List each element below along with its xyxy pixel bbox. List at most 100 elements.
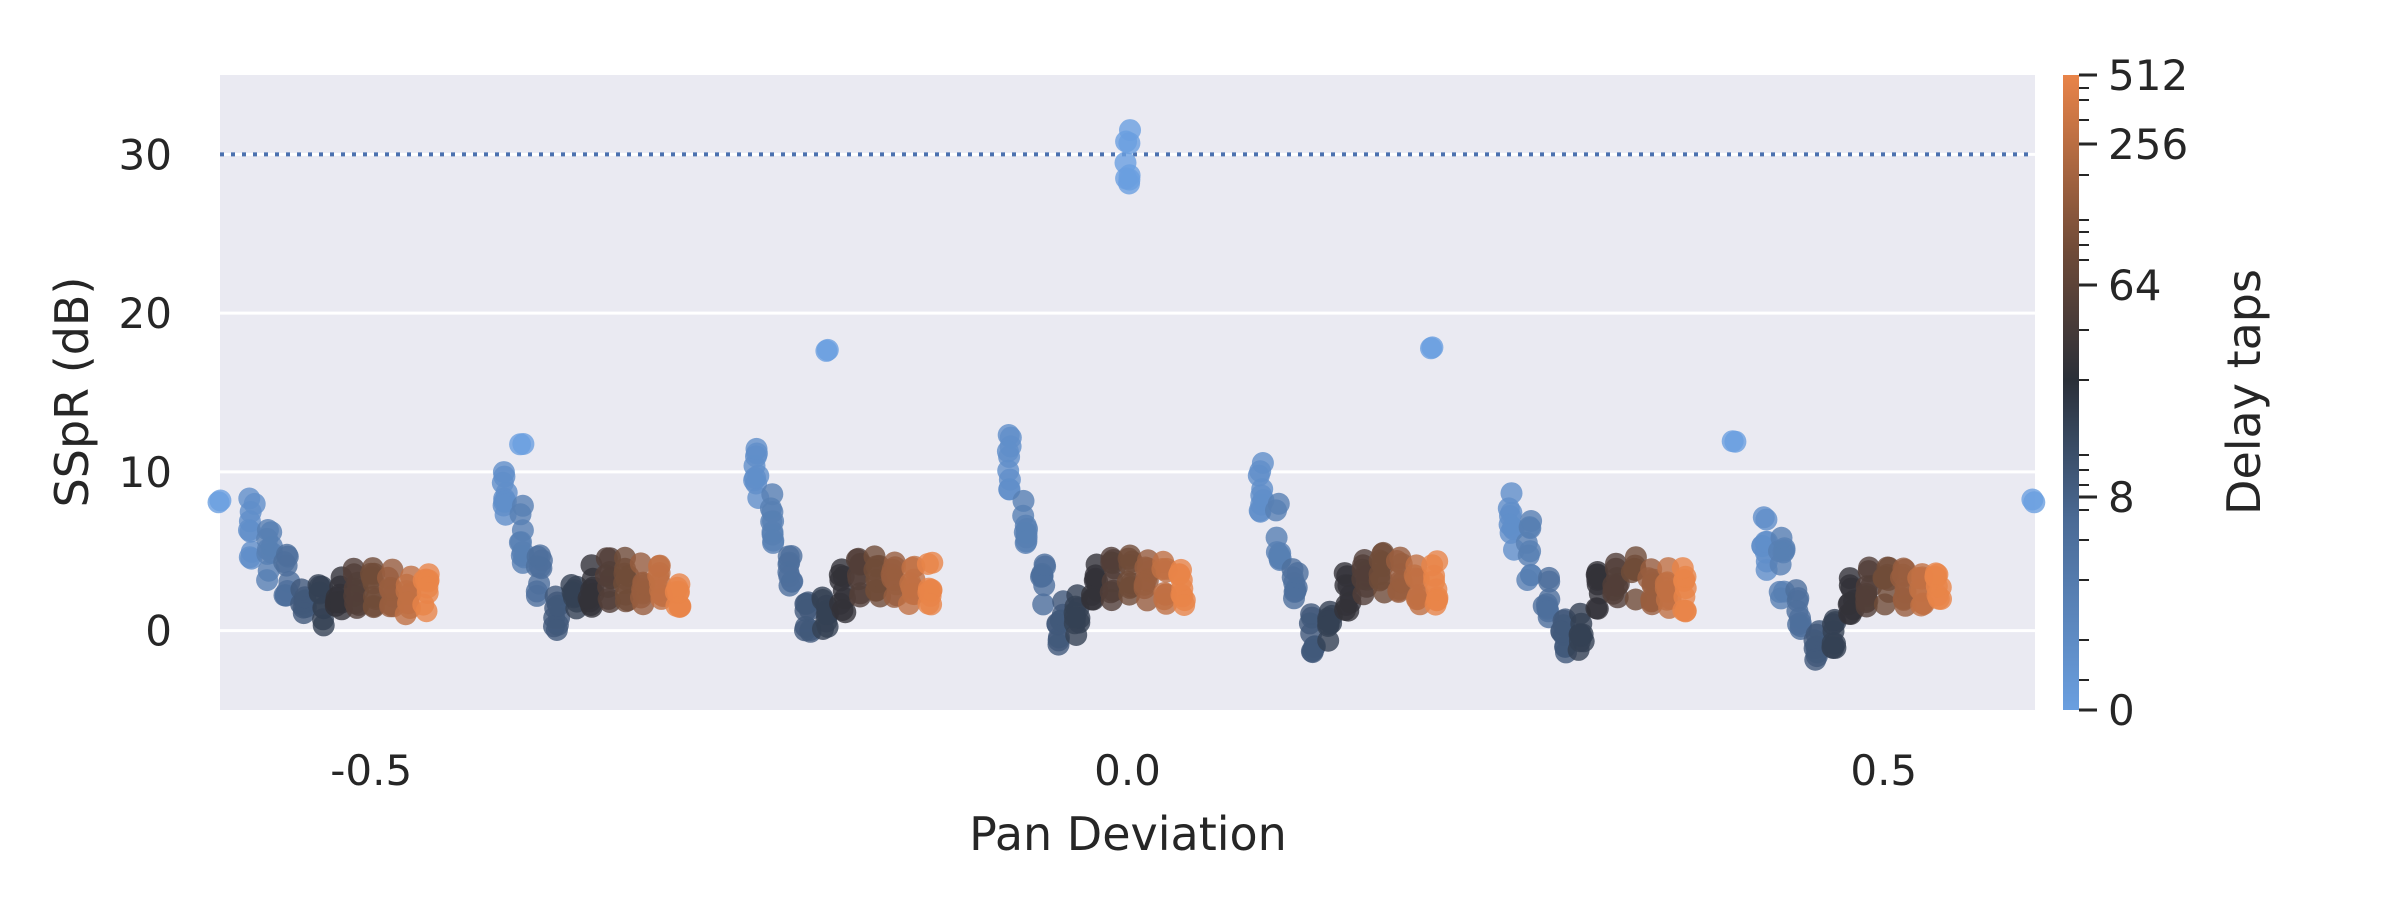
data-point — [847, 547, 870, 570]
data-point — [1286, 562, 1309, 584]
data-point — [307, 574, 330, 597]
data-point — [1568, 623, 1591, 646]
data-point — [511, 519, 534, 542]
x-tick-label: -0.5 — [330, 746, 412, 795]
data-point — [666, 576, 689, 599]
data-point — [1033, 553, 1056, 576]
data-point — [829, 592, 852, 615]
data-point — [525, 584, 548, 607]
data-point — [2023, 491, 2046, 514]
data-point — [1674, 600, 1697, 623]
data-point — [597, 587, 620, 610]
colorbar-tick-label: 256 — [2108, 120, 2188, 169]
data-point — [1821, 632, 1844, 655]
data-point — [545, 619, 568, 641]
data-point — [1752, 506, 1775, 529]
data-point — [1249, 460, 1272, 483]
data-point — [828, 564, 851, 586]
data-point — [1586, 597, 1609, 620]
data-point — [760, 510, 783, 533]
colorbar-label: Delay taps — [2217, 269, 2271, 515]
data-point — [648, 555, 670, 578]
data-point — [275, 543, 298, 566]
data-point — [1168, 563, 1191, 586]
data-point — [1855, 595, 1878, 618]
data-point — [920, 593, 943, 616]
data-point — [1250, 484, 1273, 507]
data-point — [243, 492, 266, 515]
data-point — [207, 491, 230, 514]
data-point — [509, 433, 532, 456]
x-tick-label: 0.0 — [1094, 746, 1161, 795]
data-point — [1787, 613, 1810, 636]
data-point — [1118, 164, 1141, 187]
colorbar-tick-label: 64 — [2108, 261, 2161, 310]
data-point — [491, 471, 514, 494]
data-point — [1265, 499, 1287, 522]
data-point — [1785, 579, 1808, 602]
data-point — [762, 529, 785, 552]
data-point — [1671, 557, 1694, 580]
x-axis-ticks: -0.5 0.0 0.5 — [330, 746, 1917, 795]
data-point — [780, 545, 803, 567]
data-point — [1033, 574, 1056, 597]
data-point — [1519, 540, 1542, 563]
data-point — [745, 437, 768, 460]
colorbar — [2063, 75, 2079, 710]
y-axis-ticks: 0 10 20 30 — [119, 130, 172, 655]
data-point — [996, 440, 1019, 463]
data-point — [1084, 564, 1107, 587]
data-point — [1408, 584, 1430, 606]
data-point — [1518, 516, 1541, 539]
data-point — [1152, 550, 1175, 573]
y-tick-label: 10 — [119, 448, 172, 497]
colorbar-ticks: 0 8 64 256 512 — [2079, 51, 2188, 735]
data-point — [1640, 558, 1663, 581]
data-point — [1298, 612, 1321, 635]
data-point — [1173, 594, 1196, 616]
y-tick-label: 30 — [119, 130, 172, 179]
data-point — [1283, 587, 1305, 610]
data-point — [1426, 550, 1449, 573]
x-tick-label: 0.5 — [1850, 746, 1917, 795]
data-point — [1804, 648, 1827, 671]
data-point — [629, 552, 652, 575]
colorbar-tick-label: 8 — [2108, 473, 2135, 522]
data-point — [1064, 606, 1086, 629]
colorbar-tick-label: 512 — [2108, 51, 2188, 100]
data-point — [415, 600, 438, 623]
data-point — [1520, 563, 1542, 586]
data-point — [1924, 562, 1947, 585]
data-point — [595, 547, 618, 570]
data-point — [1100, 546, 1123, 569]
data-point — [1115, 130, 1138, 153]
data-point — [1047, 629, 1070, 652]
data-point — [668, 596, 691, 618]
data-point — [1426, 588, 1449, 611]
data-point — [816, 338, 839, 361]
data-point — [1501, 516, 1524, 539]
y-tick-label: 0 — [145, 607, 172, 656]
data-point — [1721, 430, 1744, 453]
colorbar-tick-label: 0 — [2108, 686, 2135, 735]
data-point — [1803, 629, 1826, 652]
data-point — [379, 579, 402, 601]
data-point — [1907, 567, 1930, 589]
data-point — [1032, 593, 1055, 616]
data-point — [1385, 550, 1408, 572]
data-point — [1065, 624, 1088, 646]
y-tick-label: 20 — [119, 289, 172, 338]
data-point — [1335, 593, 1358, 616]
data-point — [1500, 482, 1523, 505]
data-point — [921, 551, 944, 574]
data-point — [1317, 615, 1340, 637]
y-axis-label: SSpR (dB) — [45, 277, 99, 508]
x-axis-label: Pan Deviation — [969, 807, 1287, 861]
data-points — [207, 119, 2046, 671]
data-point — [1538, 570, 1561, 593]
data-point — [1420, 337, 1442, 360]
data-point — [360, 566, 383, 589]
data-point — [1082, 588, 1105, 611]
